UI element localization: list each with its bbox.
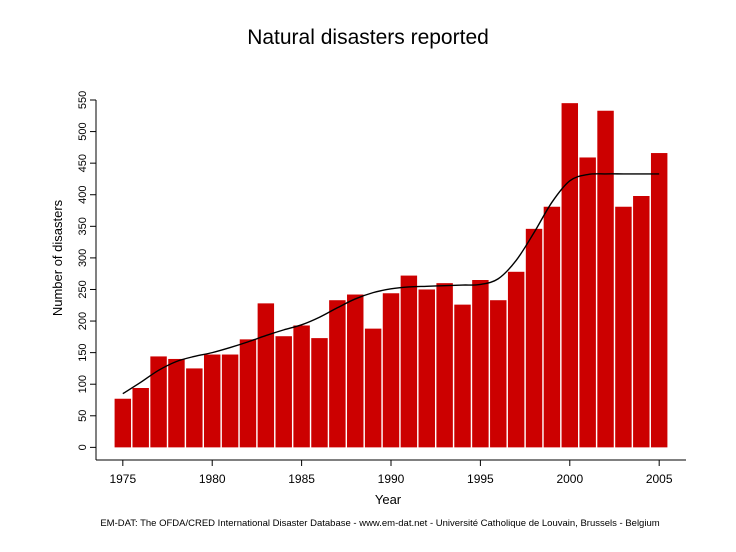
bar <box>114 398 132 448</box>
bar <box>275 336 292 448</box>
bar <box>382 293 400 448</box>
y-tick-label: 450 <box>77 154 89 172</box>
y-tick-label: 550 <box>77 91 89 109</box>
bar <box>525 228 543 448</box>
x-tick-label: 1980 <box>199 472 226 486</box>
bar <box>311 338 328 448</box>
bar <box>150 356 167 448</box>
bar <box>561 103 579 448</box>
x-tick-label: 2000 <box>556 472 583 486</box>
bar <box>436 283 453 448</box>
bar <box>203 354 221 448</box>
bar <box>239 339 257 448</box>
trend-line-series <box>122 173 660 395</box>
bar <box>650 153 668 448</box>
bar <box>168 358 185 448</box>
x-tick-label: 1985 <box>288 472 315 486</box>
bar <box>364 328 382 448</box>
bar-series <box>114 103 668 448</box>
chart-title: Natural disasters reported <box>247 26 489 49</box>
y-tick-label: 100 <box>77 375 89 393</box>
x-tick-label: 1995 <box>467 472 494 486</box>
bar <box>597 110 614 448</box>
x-tick-label: 1975 <box>109 472 136 486</box>
y-tick-label: 400 <box>77 186 89 204</box>
bar <box>257 303 275 448</box>
bar <box>293 325 310 448</box>
y-tick-label: 300 <box>77 249 89 267</box>
y-tick-label: 150 <box>77 343 89 361</box>
y-tick-label: 50 <box>77 410 89 422</box>
bar <box>507 271 525 448</box>
source-note: EM-DAT: The OFDA/CRED International Disa… <box>100 518 660 529</box>
y-tick-label: 250 <box>77 280 89 298</box>
y-tick-label: 350 <box>77 217 89 235</box>
bar <box>400 275 418 448</box>
bar <box>633 196 650 448</box>
y-axis-label: Number of disasters <box>50 199 65 316</box>
y-tick-label: 0 <box>77 444 89 450</box>
bar <box>579 157 596 448</box>
bar <box>490 300 507 448</box>
bar <box>221 354 239 448</box>
x-tick-label: 1990 <box>378 472 405 486</box>
axes: 0 50 100 150 200 250 300 350 400 450 500 550 1975 198… <box>77 91 686 486</box>
bar <box>454 304 471 448</box>
bar <box>186 368 203 448</box>
bar <box>132 388 149 448</box>
x-tick-label: 2005 <box>646 472 673 486</box>
bar <box>347 294 364 448</box>
bar <box>418 289 435 448</box>
bar <box>543 206 561 448</box>
bar <box>615 206 632 448</box>
y-tick-label: 500 <box>77 122 89 140</box>
y-tick-label: 200 <box>77 312 89 330</box>
bar <box>472 280 489 448</box>
bar <box>329 300 346 448</box>
x-axis-label: Year <box>375 492 402 507</box>
trend-line <box>122 173 660 395</box>
